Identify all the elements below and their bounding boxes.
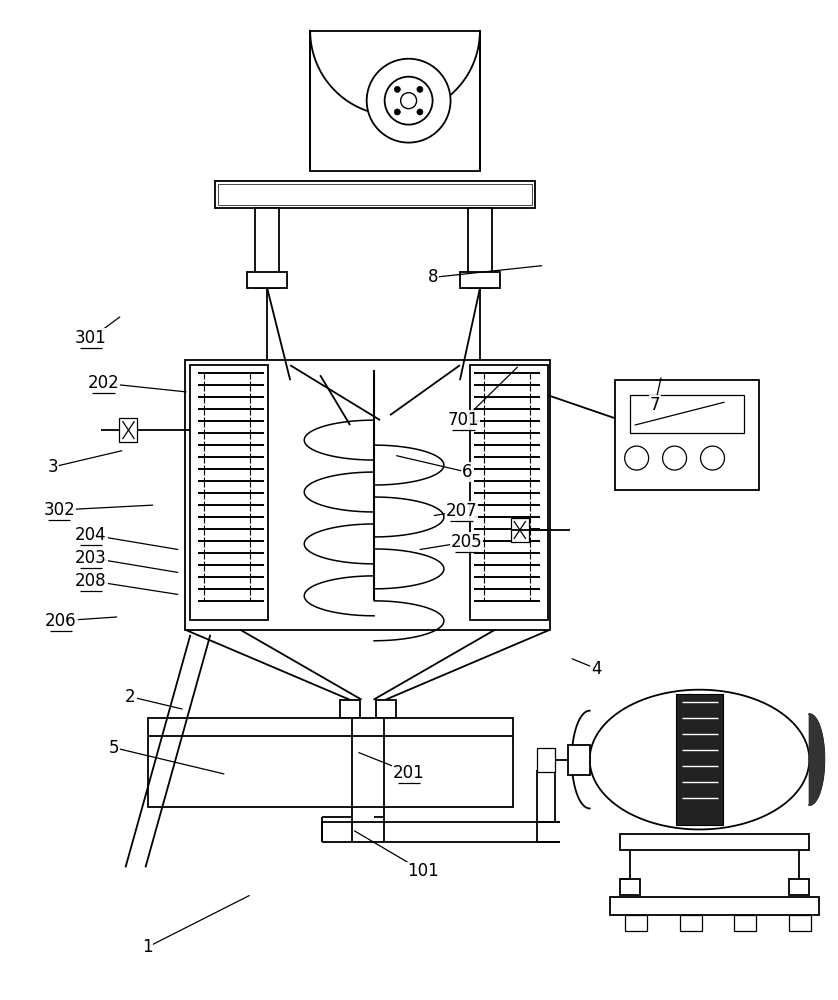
Bar (734, 915, 757, 931)
Circle shape (417, 109, 423, 115)
Text: 201: 201 (393, 764, 425, 782)
Circle shape (385, 77, 432, 125)
Bar (256, 208, 279, 288)
Circle shape (663, 446, 686, 470)
Circle shape (401, 93, 416, 109)
Text: 3: 3 (47, 458, 58, 476)
Text: 7: 7 (649, 396, 660, 414)
Bar (185, 360, 550, 630)
Bar (568, 745, 590, 775)
Text: 1: 1 (142, 938, 153, 956)
Text: 302: 302 (44, 501, 75, 519)
Text: 206: 206 (45, 612, 77, 630)
Circle shape (367, 59, 451, 143)
Polygon shape (810, 714, 825, 805)
Text: 203: 203 (75, 549, 107, 567)
Text: 4: 4 (591, 660, 602, 678)
Bar (339, 700, 360, 718)
Bar (375, 700, 396, 718)
Bar (610, 897, 820, 915)
Bar (680, 915, 701, 931)
Text: 2: 2 (125, 688, 136, 706)
Bar (615, 380, 759, 490)
Text: 6: 6 (462, 463, 472, 481)
Text: 8: 8 (428, 268, 438, 286)
Text: 205: 205 (451, 533, 483, 551)
Bar (468, 208, 492, 288)
Bar (460, 272, 499, 288)
Bar (789, 915, 811, 931)
Text: 202: 202 (88, 374, 120, 392)
Circle shape (701, 446, 725, 470)
Text: 207: 207 (446, 502, 478, 520)
Text: 701: 701 (447, 411, 479, 429)
Circle shape (624, 446, 649, 470)
Text: 101: 101 (407, 862, 439, 880)
Bar (470, 365, 548, 620)
Bar (120, 418, 137, 442)
Bar (511, 518, 529, 542)
Text: 301: 301 (75, 329, 107, 347)
Bar (247, 272, 287, 288)
Bar (537, 748, 555, 772)
Circle shape (395, 86, 401, 92)
Bar (624, 915, 647, 931)
Bar (215, 181, 535, 208)
Text: 5: 5 (108, 739, 119, 757)
Bar (310, 31, 480, 171)
Bar (219, 184, 532, 205)
Bar (148, 718, 513, 807)
Bar (190, 365, 268, 620)
Bar (619, 834, 810, 850)
Bar (789, 879, 810, 895)
Text: 204: 204 (75, 526, 107, 544)
Circle shape (395, 109, 401, 115)
Bar (619, 879, 639, 895)
Text: 208: 208 (75, 572, 107, 590)
Bar (629, 395, 744, 433)
Circle shape (417, 86, 423, 92)
Bar (675, 694, 723, 825)
